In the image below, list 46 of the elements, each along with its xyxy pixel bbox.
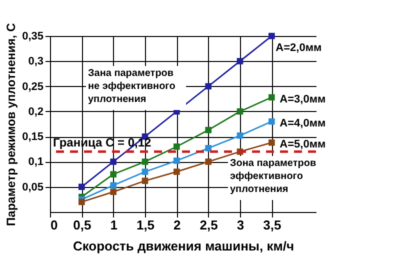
- point: [78, 184, 85, 190]
- point: [142, 168, 148, 175]
- x-tick-label: 1: [110, 218, 118, 232]
- point: [236, 58, 244, 64]
- x-axis-title: Скорость движения машины, км/ч: [72, 238, 294, 254]
- point: [268, 94, 275, 101]
- x-tick-label: 2: [174, 218, 181, 232]
- point: [174, 168, 180, 175]
- point: [174, 158, 180, 164]
- series-label: А=3,0мм: [280, 93, 326, 106]
- series-label: А=5,0мм: [280, 138, 326, 151]
- x-tick-label: 1,5: [136, 218, 155, 232]
- point: [110, 182, 116, 189]
- x-tick-label: 0,5: [73, 218, 92, 232]
- point: [205, 126, 212, 134]
- point: [110, 158, 116, 165]
- point: [205, 83, 212, 90]
- point: [236, 132, 244, 139]
- annotation: Зона параметров эффективного уплотнения: [230, 158, 316, 195]
- y-tick-label: 0,2: [28, 106, 44, 118]
- annotation: Зана параметров не эффективного уплотнения: [88, 68, 176, 105]
- point: [268, 139, 275, 146]
- y-tick-label: 0,05: [22, 181, 44, 194]
- x-tick-label: 2,5: [200, 218, 218, 232]
- point: [205, 158, 212, 165]
- point: [174, 143, 180, 150]
- point: [110, 171, 116, 178]
- point: [236, 108, 244, 115]
- series-label: А=4,0мм: [280, 117, 326, 130]
- y-axis-title: Параметр режимов уплотнения, С: [4, 22, 18, 226]
- y-tick-label: 0,35: [22, 30, 44, 42]
- x-tick-label: 0: [50, 218, 58, 232]
- y-tick-label: 0,3: [28, 56, 44, 68]
- y-tick-label: 0,15: [22, 131, 44, 144]
- point: [78, 198, 85, 206]
- point: [268, 118, 275, 125]
- series-label: А=2,0мм: [276, 42, 322, 54]
- y-tick-label: 0,1: [28, 156, 44, 168]
- x-tick-label: 3,5: [263, 218, 282, 232]
- x-tick-label: 3: [236, 218, 244, 232]
- point: [268, 32, 275, 40]
- point: [142, 178, 148, 184]
- point: [142, 158, 148, 165]
- point: [110, 188, 116, 196]
- y-tick-label: 0,25: [22, 80, 44, 93]
- point: [205, 144, 212, 152]
